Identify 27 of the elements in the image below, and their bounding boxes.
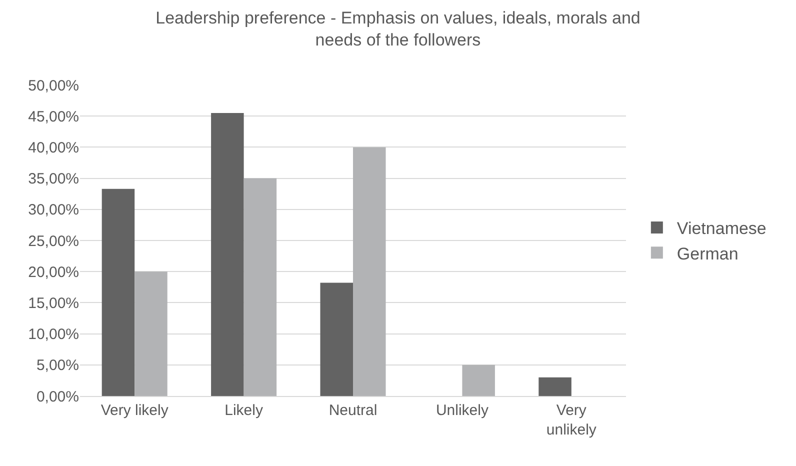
y-tick-label: 20,00% — [28, 264, 79, 281]
bar — [244, 178, 277, 396]
x-tick-label: Unlikely — [436, 402, 489, 419]
y-tick-label: 35,00% — [28, 170, 79, 188]
bar — [353, 147, 386, 396]
y-tick-label: 15,00% — [28, 294, 79, 312]
x-tick-label: Very unlikely — [546, 402, 597, 438]
bar — [462, 364, 495, 396]
legend-label: Vietnamese — [676, 219, 766, 238]
x-tick-label: Likely — [224, 402, 264, 419]
y-tick-label: 50,00% — [28, 77, 79, 94]
y-tick-label: 0,00% — [36, 388, 79, 406]
chart-title: Leadership preference - Emphasis on values, ideals, morals and needs of the followers — [156, 8, 640, 50]
bar — [538, 377, 572, 396]
x-tick-label: Neutral — [328, 402, 378, 419]
y-tick-label: 10,00% — [28, 326, 79, 344]
x-tick-label: Very likely — [100, 402, 169, 419]
y-tick-label: 30,00% — [28, 202, 79, 219]
y-tick-label: 5,00% — [36, 357, 79, 374]
bar — [134, 272, 168, 396]
legend-label: German — [676, 244, 738, 264]
y-tick-label: 40,00% — [28, 139, 79, 156]
bar — [320, 282, 353, 396]
bar — [211, 112, 244, 396]
y-tick-label: 45,00% — [28, 108, 79, 126]
bar — [102, 188, 135, 396]
y-tick-label: 25,00% — [28, 232, 79, 250]
